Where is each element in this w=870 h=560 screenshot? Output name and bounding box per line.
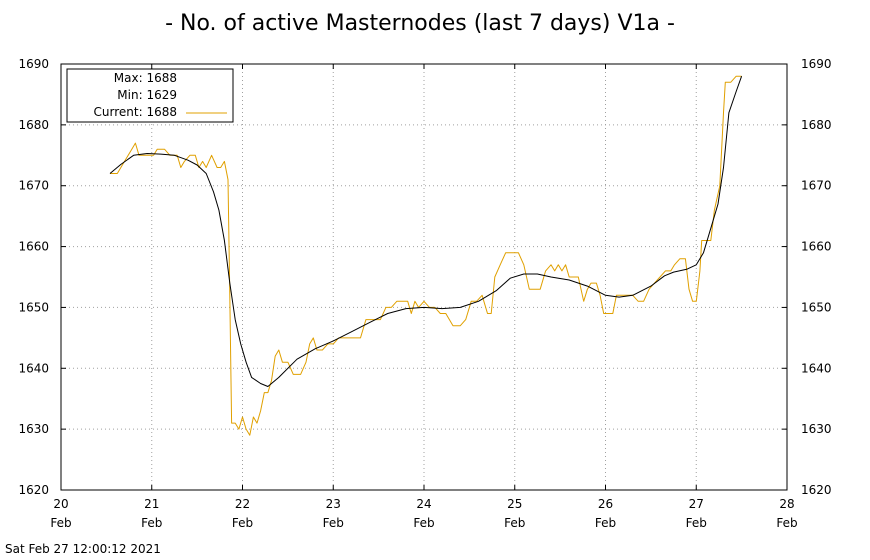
y-tick-label-right: 1660 — [801, 240, 832, 254]
x-tick-label: 24 — [416, 497, 431, 511]
y-tick-label-right: 1670 — [801, 179, 832, 193]
x-tick-sublabel: Feb — [776, 516, 797, 530]
x-tick-label: 20 — [53, 497, 68, 511]
axis-ticks: 20 Feb 21 Feb 22 Feb 23 Feb 24 Feb 25 Feb 26 Feb 27 Feb… — [18, 57, 831, 530]
x-tick-label: 26 — [598, 497, 613, 511]
y-tick-label-left: 1670 — [18, 179, 49, 193]
y-tick-label-left: 1650 — [18, 300, 49, 314]
x-tick-label: 27 — [689, 497, 704, 511]
legend-min: Min: 1629 — [117, 88, 177, 102]
y-tick-label-left: 1620 — [18, 483, 49, 497]
x-tick-label: 23 — [326, 497, 341, 511]
x-tick-label: 21 — [144, 497, 159, 511]
raw-series-line — [110, 75, 742, 436]
legend-current: Current: 1688 — [94, 105, 177, 119]
y-tick-label-left: 1690 — [18, 57, 49, 71]
x-tick-sublabel: Feb — [595, 516, 616, 530]
y-tick-label-right: 1640 — [801, 361, 832, 375]
x-tick-label: 22 — [235, 497, 250, 511]
smoothed-series-line — [109, 76, 743, 387]
x-tick-sublabel: Feb — [141, 516, 162, 530]
x-tick-sublabel: Feb — [413, 516, 434, 530]
series-lines — [109, 75, 743, 436]
legend-max: Max: 1688 — [114, 71, 177, 85]
timestamp-footer: Sat Feb 27 12:00:12 2021 — [5, 542, 161, 556]
x-tick-sublabel: Feb — [323, 516, 344, 530]
legend: Max: 1688 Min: 1629 Current: 1688 — [66, 68, 234, 123]
chart-title: - No. of active Masternodes (last 7 days… — [165, 11, 675, 36]
y-tick-label-right: 1650 — [801, 300, 832, 314]
x-tick-sublabel: Feb — [50, 516, 71, 530]
grid-lines — [61, 64, 787, 490]
y-tick-label-left: 1680 — [18, 118, 49, 132]
x-tick-sublabel: Feb — [504, 516, 525, 530]
y-tick-label-right: 1680 — [801, 118, 832, 132]
y-tick-label-left: 1630 — [18, 422, 49, 436]
y-tick-label-right: 1690 — [801, 57, 832, 71]
y-tick-label-right: 1630 — [801, 422, 832, 436]
x-tick-sublabel: Feb — [686, 516, 707, 530]
x-tick-label: 25 — [507, 497, 522, 511]
x-tick-sublabel: Feb — [232, 516, 253, 530]
y-tick-label-left: 1660 — [18, 240, 49, 254]
x-tick-label: 28 — [779, 497, 794, 511]
y-tick-label-right: 1620 — [801, 483, 832, 497]
y-tick-label-left: 1640 — [18, 361, 49, 375]
